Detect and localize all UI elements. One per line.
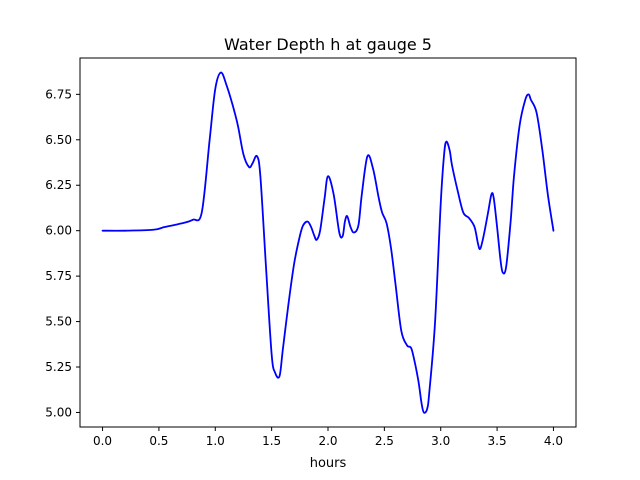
x-tick-label: 0.0 <box>93 434 112 448</box>
y-tick-label: 5.00 <box>45 405 72 419</box>
x-tick-label: 3.5 <box>488 434 507 448</box>
chart-title: Water Depth h at gauge 5 <box>224 35 432 54</box>
x-tick-label: 0.5 <box>149 434 168 448</box>
x-tick-label: 3.0 <box>431 434 450 448</box>
x-tick-label: 2.0 <box>318 434 337 448</box>
x-tick-label: 4.0 <box>544 434 563 448</box>
y-tick-label: 6.75 <box>45 87 72 101</box>
series-line-h <box>101 71 555 414</box>
y-tick-label: 5.50 <box>45 315 72 329</box>
x-axis-label: hours <box>310 456 347 471</box>
x-tick-label: 2.5 <box>375 434 394 448</box>
y-tick-label: 6.00 <box>45 224 72 238</box>
x-tick-label: 1.5 <box>262 434 281 448</box>
y-tick-label: 5.25 <box>45 360 72 374</box>
y-tick-label: 6.25 <box>45 178 72 192</box>
x-tick-label: 1.0 <box>206 434 225 448</box>
y-tick-label: 6.50 <box>45 133 72 147</box>
x-axis-ticks: 0.0 0.5 1.0 1.5 2.0 2.5 3.0 3.5 4.0 <box>93 427 563 448</box>
y-tick-label: 5.75 <box>45 269 72 283</box>
plot-area-frame <box>79 57 577 428</box>
y-axis-ticks: 5.00 5.25 5.50 5.75 6.00 6.25 6.50 6.75 <box>45 87 80 419</box>
